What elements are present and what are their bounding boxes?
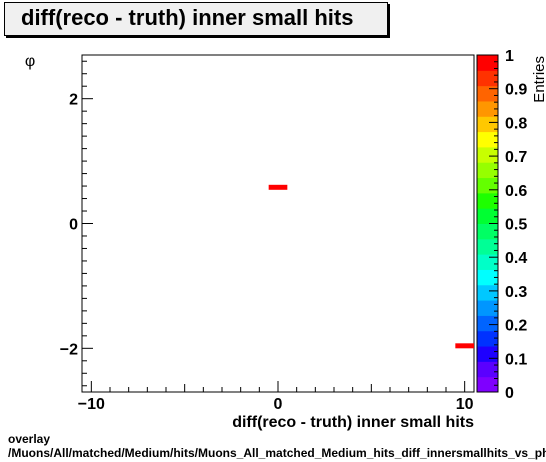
z-tick-label: 0.7 bbox=[505, 149, 527, 166]
z-tick-label: 0.1 bbox=[505, 351, 527, 368]
x-tick-label: −10 bbox=[78, 396, 105, 413]
palette-band-18 bbox=[477, 100, 498, 117]
y-axis-label: φ bbox=[25, 53, 35, 70]
palette-band-3 bbox=[477, 330, 498, 347]
chart-title: diff(reco - truth) inner small hits bbox=[21, 5, 354, 30]
y-tick-label: 2 bbox=[69, 92, 78, 109]
x-tick-label: 10 bbox=[456, 396, 474, 413]
palette-band-6 bbox=[477, 284, 498, 301]
plot-frame bbox=[81, 54, 475, 393]
palette-band-9 bbox=[477, 238, 498, 255]
y-tick-label: 0 bbox=[69, 217, 78, 234]
palette-band-8 bbox=[477, 254, 498, 270]
palette-band-20 bbox=[477, 70, 498, 87]
palette-band-13 bbox=[477, 177, 498, 194]
heatmap-cell-1 bbox=[455, 343, 474, 349]
palette-band-0 bbox=[477, 376, 498, 393]
palette-band-14 bbox=[477, 162, 498, 179]
z-tick-label: 0.5 bbox=[505, 217, 527, 234]
palette-band-15 bbox=[477, 146, 498, 163]
footer-line-1: overlay bbox=[8, 432, 51, 446]
palette-band-17 bbox=[477, 116, 498, 133]
z-tick-label: 0.8 bbox=[505, 115, 527, 132]
z-axis: 0 0.1 0.2 0.3 0.4 0.5 0.6 0.7 0.8 0.9 1 bbox=[489, 48, 527, 402]
x-axis: −10 0 10 bbox=[78, 381, 474, 413]
title-box: diff(reco - truth) inner small hits bbox=[4, 2, 388, 36]
z-tick-label: 0.2 bbox=[505, 318, 527, 335]
heatmap-cells bbox=[268, 184, 474, 349]
footer: overlay /Muons/All/matched/Medium/hits/M… bbox=[8, 432, 546, 460]
heatmap-cell-0 bbox=[268, 184, 288, 190]
z-tick-label: 0.3 bbox=[505, 284, 527, 301]
footer-line-2: /Muons/All/matched/Medium/hits/Muons_All… bbox=[8, 446, 546, 460]
palette-band-4 bbox=[477, 315, 498, 332]
palette-band-19 bbox=[477, 85, 498, 102]
x-axis-label: diff(reco - truth) inner small hits bbox=[232, 414, 474, 431]
palette-band-21 bbox=[477, 55, 498, 71]
palette-band-16 bbox=[477, 131, 498, 148]
palette-band-12 bbox=[477, 192, 498, 209]
color-palette bbox=[476, 54, 499, 393]
y-axis: −2 0 2 bbox=[60, 60, 93, 387]
z-axis-label: Entries bbox=[531, 56, 546, 103]
palette-band-10 bbox=[477, 223, 498, 240]
y-tick-label: −2 bbox=[60, 341, 78, 358]
palette-band-5 bbox=[477, 300, 498, 316]
z-tick-label: 0.6 bbox=[505, 183, 527, 200]
z-tick-label: 1 bbox=[505, 48, 514, 65]
z-tick-label: 0.4 bbox=[505, 250, 527, 267]
palette-band-7 bbox=[477, 269, 498, 286]
z-tick-label: 0 bbox=[505, 385, 514, 402]
palette-band-2 bbox=[477, 346, 498, 362]
palette-band-1 bbox=[477, 361, 498, 378]
x-tick-label: 0 bbox=[274, 396, 283, 413]
palette-band-11 bbox=[477, 208, 498, 224]
z-tick-label: 0.9 bbox=[505, 82, 527, 99]
